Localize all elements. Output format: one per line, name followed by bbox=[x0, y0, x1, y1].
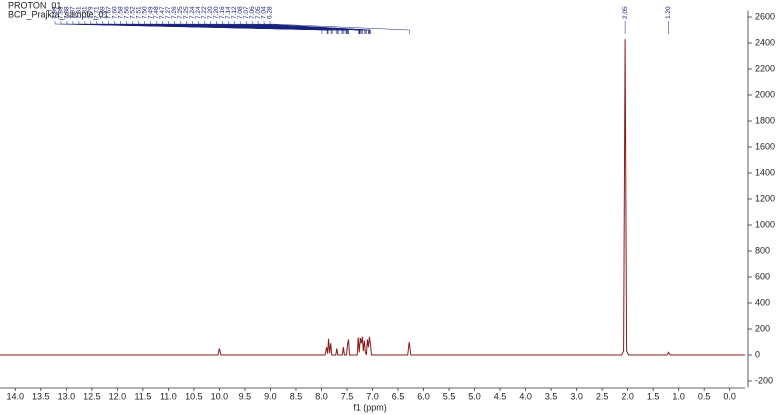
x-tick-label: 7.0 bbox=[366, 391, 379, 401]
peak-label: 7.79 bbox=[88, 6, 95, 19]
peak-label: 7.81 bbox=[76, 6, 83, 19]
chart-title: PROTON_01 bbox=[8, 0, 61, 10]
x-tick-label: 3.5 bbox=[545, 391, 558, 401]
peak-label: 7.25 bbox=[183, 6, 190, 19]
peak-label: 7.16 bbox=[219, 6, 226, 19]
x-tick-label: 10.5 bbox=[185, 391, 203, 401]
spectrum-line bbox=[0, 39, 745, 356]
peak-label: 7.24 bbox=[189, 6, 196, 19]
y-tick-label: -200 bbox=[755, 375, 773, 385]
peak-label: 7.87 bbox=[70, 6, 77, 19]
x-tick-label: 4.0 bbox=[519, 391, 532, 401]
peak-label: 7.81 bbox=[82, 6, 89, 19]
y-tick-label: 1000 bbox=[755, 219, 775, 229]
x-tick-label: 9.0 bbox=[264, 391, 277, 401]
peak-label: 7.50 bbox=[141, 6, 148, 19]
y-tick-label: 1800 bbox=[755, 115, 775, 125]
x-tick-label: 8.5 bbox=[290, 391, 303, 401]
chart-subtitle: BCP_Prajkta_sample_01 bbox=[8, 9, 109, 19]
y-tick-label: 400 bbox=[755, 297, 770, 307]
y-tick-label: 600 bbox=[755, 271, 770, 281]
y-tick-label: 1600 bbox=[755, 141, 775, 151]
peak-label: 7.04 bbox=[261, 6, 268, 19]
x-tick-label: 2.5 bbox=[596, 391, 609, 401]
peak-label: 7.51 bbox=[135, 6, 142, 19]
x-tick-label: 3.0 bbox=[570, 391, 583, 401]
x-tick-label: 2.0 bbox=[621, 391, 634, 401]
peak-label: 7.47 bbox=[159, 6, 166, 19]
peak-label: 7.22 bbox=[201, 6, 208, 19]
peak-label: 7.24 bbox=[195, 6, 202, 19]
peak-label: 7.12 bbox=[231, 6, 238, 19]
x-tick-label: 6.0 bbox=[417, 391, 430, 401]
x-tick-label: 12.0 bbox=[109, 391, 127, 401]
x-tick-label: 14.0 bbox=[7, 391, 25, 401]
peak-label: 7.26 bbox=[171, 6, 178, 19]
y-tick-label: 200 bbox=[755, 323, 770, 333]
x-tick-label: 11.5 bbox=[134, 391, 151, 401]
x-tick-label: 0.0 bbox=[723, 391, 736, 401]
y-tick-label: 2200 bbox=[755, 63, 775, 73]
peak-label: 7.58 bbox=[117, 6, 124, 19]
y-tick-label: 2600 bbox=[755, 11, 775, 21]
peak-label: 7.14 bbox=[225, 6, 232, 19]
x-tick-label: 5.5 bbox=[443, 391, 456, 401]
peak-label: 7.06 bbox=[249, 6, 256, 19]
y-tick-label: 0 bbox=[755, 349, 760, 359]
y-tick-label: 2000 bbox=[755, 89, 775, 99]
y-tick-label: 1200 bbox=[755, 193, 775, 203]
peak-label: 7.08 bbox=[237, 6, 244, 19]
x-tick-label: 6.5 bbox=[392, 391, 405, 401]
peak-label: 7.52 bbox=[129, 6, 136, 19]
y-tick-label: 1400 bbox=[755, 167, 775, 177]
peak-label: 6.28 bbox=[267, 6, 274, 19]
peak-label: 7.89 bbox=[58, 6, 65, 19]
peak-label: 7.20 bbox=[213, 6, 220, 19]
peak-label: 2.05 bbox=[622, 6, 629, 19]
x-tick-label: 7.5 bbox=[341, 391, 354, 401]
y-tick-label: 2400 bbox=[755, 37, 775, 47]
peak-label: 7.71 bbox=[94, 6, 101, 19]
peak-label: 7.99 bbox=[52, 6, 59, 19]
peak-label: 7.27 bbox=[165, 6, 172, 19]
peak-label: 7.07 bbox=[243, 6, 250, 19]
peak-connector bbox=[162, 21, 349, 34]
x-tick-label: 8.0 bbox=[315, 391, 328, 401]
peak-label: 1.20 bbox=[665, 6, 672, 19]
peak-label: 7.05 bbox=[255, 6, 262, 19]
peak-label: 7.88 bbox=[64, 6, 71, 19]
x-tick-label: 1.5 bbox=[647, 391, 660, 401]
x-tick-label: 5.0 bbox=[468, 391, 481, 401]
x-tick-label: 11.0 bbox=[160, 391, 177, 401]
x-axis-label: f1 (ppm) bbox=[353, 402, 387, 412]
peak-label: 7.69 bbox=[99, 6, 106, 19]
peak-connector bbox=[263, 21, 371, 34]
x-tick-label: 13.0 bbox=[58, 391, 76, 401]
peak-label: 7.20 bbox=[207, 6, 214, 19]
x-tick-label: 4.5 bbox=[494, 391, 507, 401]
x-tick-label: 12.5 bbox=[83, 391, 101, 401]
x-tick-label: 0.5 bbox=[698, 391, 711, 401]
x-tick-label: 1.0 bbox=[672, 391, 685, 401]
peak-connector bbox=[269, 21, 410, 34]
x-tick-label: 10.0 bbox=[211, 391, 229, 401]
peak-label: 7.49 bbox=[147, 6, 154, 19]
y-tick-label: 800 bbox=[755, 245, 770, 255]
x-tick-label: 13.5 bbox=[32, 391, 50, 401]
peak-label: 7.60 bbox=[111, 6, 118, 19]
peak-label: 7.25 bbox=[177, 6, 184, 19]
peak-label: 7.56 bbox=[123, 6, 130, 19]
x-tick-label: 9.5 bbox=[239, 391, 252, 401]
peak-label: 7.48 bbox=[153, 6, 160, 19]
peak-label: 7.67 bbox=[105, 6, 112, 19]
